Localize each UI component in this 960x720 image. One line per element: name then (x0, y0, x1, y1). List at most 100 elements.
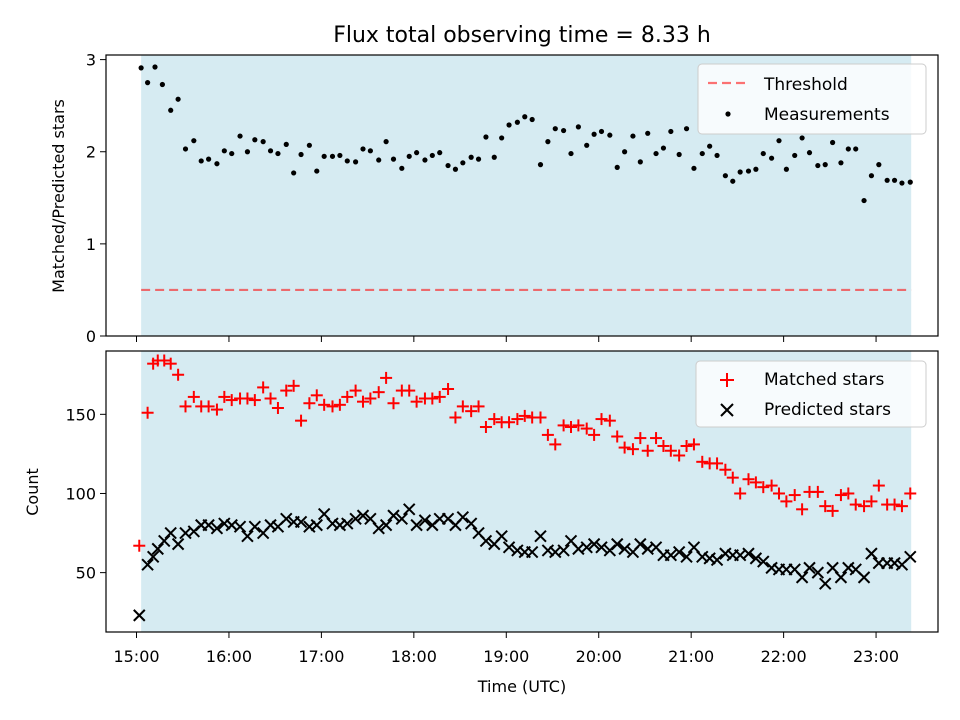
matched-star-point (626, 443, 639, 456)
measurement-point (838, 160, 844, 166)
matched-star-point (172, 368, 185, 381)
measurement-point (799, 135, 805, 141)
bottom-axes-frame (105, 350, 939, 633)
matched-star-point (534, 411, 547, 424)
measurement-point (406, 153, 412, 159)
bottom-ylabel: Count (23, 468, 42, 516)
predicted-star-point (341, 517, 354, 530)
measurement-point (792, 152, 798, 159)
matched-star-point (202, 400, 215, 413)
predicted-star-point (410, 518, 423, 532)
matched-star-point (518, 409, 531, 422)
matched-star-point (380, 371, 393, 384)
measurement-point (514, 119, 520, 125)
ytick-label: 0 (86, 327, 96, 346)
measurement-point (376, 157, 382, 163)
measurement-point (429, 152, 435, 159)
legend-threshold-label: Threshold (763, 75, 848, 95)
matched-star-point (595, 413, 608, 426)
predicted-star-point (326, 517, 339, 530)
predicted-star-point (819, 577, 832, 590)
predicted-star-point (502, 541, 516, 554)
matched-star-point (726, 471, 739, 484)
predicted-star-point (842, 561, 855, 575)
matched-star-point (333, 398, 346, 411)
measurement-point (460, 160, 466, 166)
bottom-ytick-group: 50 100 150 (65, 405, 106, 583)
predicted-star-point (634, 537, 647, 551)
ytick-label: 1 (86, 235, 96, 254)
predicted-star-point (719, 547, 732, 560)
predicted-star-point (280, 512, 293, 526)
top-legend-box (697, 63, 927, 135)
measurement-point (168, 107, 174, 113)
measurement-point (822, 162, 828, 168)
predicted-star-point (757, 555, 770, 568)
measurement-point (699, 150, 705, 157)
measurement-point (522, 114, 528, 120)
figure-title: Flux total observing time = 8.33 h (333, 23, 711, 48)
measurements-series (138, 64, 913, 204)
matched-star-point (680, 439, 693, 452)
matched-star-point (133, 539, 146, 552)
measurement-point (214, 161, 220, 167)
measurement-point (545, 139, 551, 145)
predicted-star-point (811, 566, 825, 579)
matched-star-point (248, 394, 261, 407)
measurement-point (499, 135, 505, 141)
measurement-point (390, 156, 397, 162)
predicted-star-point (164, 526, 177, 540)
predicted-star-point (141, 558, 154, 571)
measurement-point (321, 153, 327, 159)
predicted-star-point (379, 518, 393, 532)
bottom-panel: 50 100 150 15:00 16:00 17:00 18:00 19:00 20:00 2… (23, 350, 939, 696)
matched-star-point (472, 400, 485, 413)
measurement-point (676, 151, 682, 158)
measurement-point (291, 170, 297, 176)
matched-star-point (403, 384, 416, 397)
matched-star-point (788, 489, 801, 502)
matched-star-point (318, 398, 331, 411)
matched-star-point (341, 390, 354, 403)
ytick-label: 50 (76, 564, 96, 583)
matched-star-point (410, 395, 423, 408)
predicted-star-point (403, 503, 416, 516)
measurement-point (753, 166, 759, 172)
matched-star-point (772, 487, 785, 500)
legend-predicted-swatch (720, 403, 734, 417)
matched-star-point (257, 381, 270, 394)
top-panel: 0 1 2 3 Matched/Predicted stars Threshold M… (49, 51, 939, 346)
predicted-star-point (888, 556, 901, 570)
predicted-star-point (151, 542, 164, 556)
matched-star-point (765, 479, 778, 492)
matched-star-point (187, 390, 200, 403)
predicted-star-point (395, 512, 409, 526)
predicted-star-point (456, 511, 470, 524)
measurement-point (884, 177, 890, 183)
measurement-point (275, 150, 281, 157)
matched-star-point (849, 498, 862, 511)
predicted-star-point (710, 553, 724, 567)
measurement-point (830, 139, 836, 146)
predicted-star-point (587, 537, 601, 551)
predicted-star-point (310, 518, 323, 532)
matched-star-point (287, 379, 300, 392)
matched-star-point (603, 414, 616, 427)
matched-star-point (904, 487, 917, 500)
legend-matched-swatch (720, 373, 734, 387)
predicted-star-point (241, 530, 254, 543)
predicted-star-point (294, 515, 308, 529)
predicted-star-point (202, 518, 215, 532)
matched-star-point (611, 430, 624, 443)
measurement-point (607, 132, 613, 138)
matched-star-point (356, 395, 369, 408)
predicted-star-point (618, 542, 631, 556)
measurement-point (437, 150, 443, 156)
measurement-point (776, 138, 782, 144)
matched-star-point (749, 476, 762, 489)
bottom-xtick-group: 15:00 16:00 17:00 18:00 19:00 20:00 21:00 22:00… (113, 632, 899, 666)
matched-star-point (349, 384, 362, 397)
matched-star-point (218, 390, 231, 403)
bottom-xlabel: Time (UTC) (477, 677, 566, 696)
